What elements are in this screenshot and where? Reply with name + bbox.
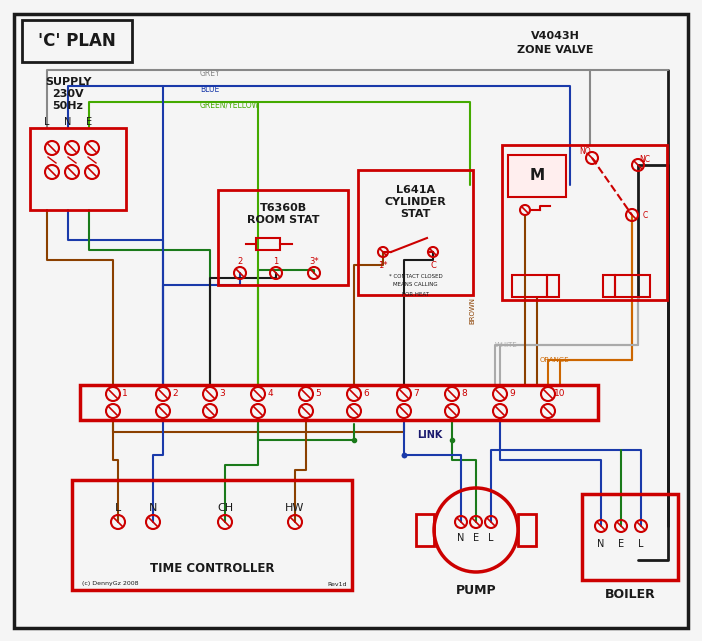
Bar	[72, 480, 352, 590]
Text: ROOM STAT: ROOM STAT	[246, 215, 319, 225]
Text: C: C	[430, 260, 436, 269]
Text: N: N	[65, 117, 72, 127]
Text: E: E	[618, 539, 624, 549]
Text: BOILER: BOILER	[604, 588, 656, 601]
Text: 50Hz: 50Hz	[53, 101, 84, 111]
Text: SUPPLY: SUPPLY	[45, 77, 91, 87]
Bar	[256, 238, 280, 250]
Bar	[518, 514, 536, 546]
Text: MEANS CALLING: MEANS CALLING	[393, 283, 438, 288]
Text: T6360B: T6360B	[260, 203, 307, 213]
Text: 5: 5	[315, 390, 321, 399]
Text: WHITE: WHITE	[495, 342, 518, 348]
Bar	[416, 514, 434, 546]
Text: HW: HW	[285, 503, 305, 513]
Text: (c) DennyGz 2008: (c) DennyGz 2008	[82, 581, 138, 587]
Text: 2: 2	[237, 256, 243, 265]
Text: CH: CH	[217, 503, 233, 513]
Text: GREEN/YELLOW: GREEN/YELLOW	[200, 101, 260, 110]
Bar	[582, 494, 678, 580]
Bar	[615, 275, 650, 297]
Text: 'C' PLAN: 'C' PLAN	[38, 32, 116, 50]
Text: 1*: 1*	[378, 260, 388, 269]
Text: ORANGE: ORANGE	[540, 357, 569, 363]
Text: 6: 6	[363, 390, 369, 399]
Text: E: E	[473, 533, 479, 543]
Text: NC: NC	[640, 156, 651, 165]
Text: 1: 1	[122, 390, 128, 399]
Text: 4: 4	[267, 390, 273, 399]
Text: FOR HEAT: FOR HEAT	[402, 292, 429, 297]
Text: V4043H: V4043H	[531, 31, 579, 41]
Text: BROWN: BROWN	[469, 297, 475, 324]
Text: N: N	[597, 539, 604, 549]
Text: M: M	[529, 169, 545, 183]
Bar	[80, 385, 598, 420]
Text: ZONE VALVE: ZONE VALVE	[517, 45, 593, 55]
Text: 9: 9	[509, 390, 515, 399]
Text: L641A: L641A	[396, 185, 435, 195]
Text: N: N	[457, 533, 465, 543]
Text: 3*: 3*	[309, 256, 319, 265]
Bar	[502, 145, 667, 300]
Text: 8: 8	[461, 390, 467, 399]
Bar	[603, 275, 615, 297]
Text: E: E	[86, 117, 92, 127]
Text: CYLINDER: CYLINDER	[385, 197, 446, 207]
Text: 230V: 230V	[52, 89, 84, 99]
Text: GREY: GREY	[200, 69, 220, 78]
Text: L: L	[44, 117, 50, 127]
Text: STAT: STAT	[400, 209, 431, 219]
Text: 10: 10	[555, 390, 566, 399]
Bar	[218, 190, 348, 285]
Bar	[358, 170, 473, 295]
Text: PUMP: PUMP	[456, 583, 496, 597]
Text: Rev1d: Rev1d	[328, 581, 347, 587]
Text: TIME CONTROLLER: TIME CONTROLLER	[150, 562, 274, 574]
Bar	[30, 128, 126, 210]
Bar	[547, 275, 559, 297]
Text: * CONTACT CLOSED: * CONTACT CLOSED	[389, 274, 442, 278]
Text: C: C	[642, 210, 648, 219]
Text: 3: 3	[219, 390, 225, 399]
Text: 7: 7	[413, 390, 419, 399]
Text: N: N	[149, 503, 157, 513]
Text: L: L	[115, 503, 121, 513]
Text: NO: NO	[579, 147, 591, 156]
Text: 1: 1	[273, 256, 279, 265]
Text: LINK: LINK	[417, 430, 443, 440]
Bar	[508, 155, 566, 197]
Text: L: L	[638, 539, 644, 549]
Bar	[22, 20, 132, 62]
Text: 2: 2	[172, 390, 178, 399]
Bar	[512, 275, 547, 297]
Text: L: L	[489, 533, 494, 543]
Text: BLUE: BLUE	[200, 85, 219, 94]
